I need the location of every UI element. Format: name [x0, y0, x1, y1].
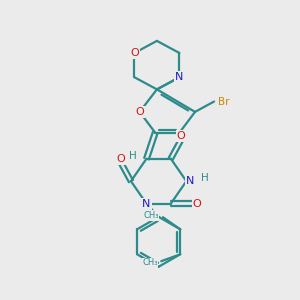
Text: H: H: [130, 151, 137, 161]
Text: N: N: [186, 176, 195, 186]
Text: O: O: [192, 199, 201, 209]
Text: H: H: [200, 173, 208, 183]
Text: O: O: [130, 48, 139, 58]
Text: CH₃: CH₃: [142, 258, 158, 267]
Text: O: O: [177, 131, 186, 141]
Text: Br: Br: [218, 97, 230, 106]
Text: O: O: [116, 154, 125, 164]
Text: N: N: [175, 72, 184, 82]
Text: CH₃: CH₃: [143, 211, 159, 220]
Text: O: O: [135, 107, 144, 117]
Text: N: N: [142, 199, 151, 209]
